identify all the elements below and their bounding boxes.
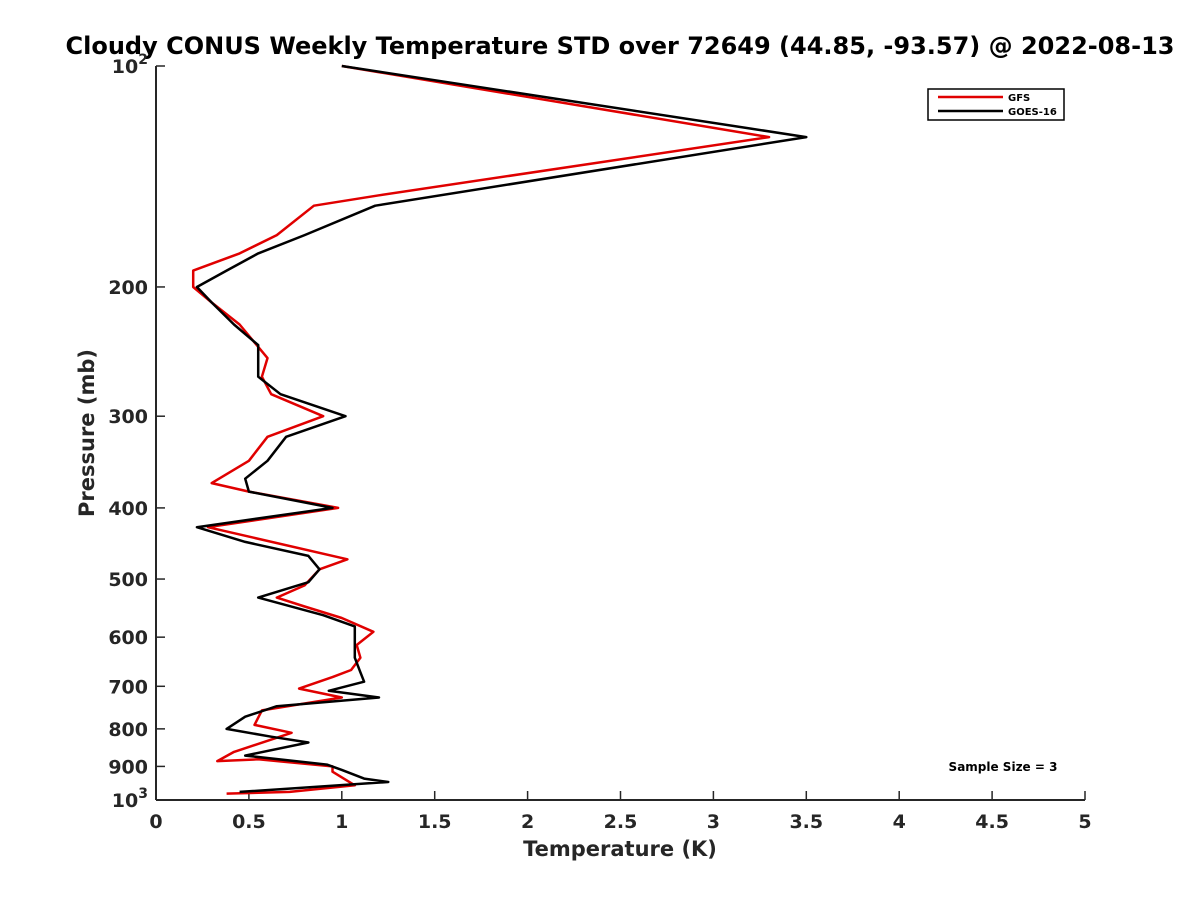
legend-label-gfs: GFS	[1008, 93, 1030, 104]
series-lines	[191, 64, 808, 795]
x-tick-label: 3	[707, 811, 720, 833]
x-axis-label: Temperature (K)	[523, 837, 717, 861]
x-tick-label: 5	[1078, 811, 1091, 833]
y-tick-label: 200	[108, 277, 148, 299]
sample-size-annotation: Sample Size = 3	[949, 760, 1058, 774]
legend-label-goes-16: GOES-16	[1008, 107, 1057, 118]
y-tick-label: 400	[108, 498, 148, 520]
chart-title: Cloudy CONUS Weekly Temperature STD over…	[66, 32, 1175, 60]
y-tick-label: 102	[112, 52, 148, 78]
y-tick-label: 600	[108, 627, 148, 649]
x-tick-label: 4.5	[975, 811, 1009, 833]
y-ticks: 102 200 300 400 500 600 700 800 900 103	[108, 52, 165, 812]
x-tick-label: 0.5	[232, 811, 266, 833]
y-tick-label: 700	[108, 676, 148, 698]
x-tick-label: 2.5	[604, 811, 638, 833]
y-tick-label: 500	[108, 569, 148, 591]
x-tick-label: 3.5	[789, 811, 823, 833]
plot-area: 0 0.5 1 1.5 2 2.5 3 3.5 4 4.5 5 102 200 300 400 500 600…	[108, 52, 1091, 833]
legend-box	[927, 88, 1065, 121]
x-tick-label: 0	[149, 811, 162, 833]
x-tick-label: 1.5	[418, 811, 452, 833]
x-tick-label: 1	[335, 811, 348, 833]
legend: GFS GOES-16	[927, 88, 1065, 121]
y-tick-label: 103	[112, 786, 148, 812]
y-tick-label: 800	[108, 719, 148, 741]
series-line-goes-16	[195, 64, 808, 794]
y-tick-label: 900	[108, 756, 148, 778]
x-tick-label: 2	[521, 811, 534, 833]
y-axis-label: Pressure (mb)	[75, 349, 99, 517]
x-ticks: 0 0.5 1 1.5 2 2.5 3 3.5 4 4.5 5	[149, 791, 1092, 833]
x-tick-label: 4	[893, 811, 906, 833]
y-tick-label: 300	[108, 406, 148, 428]
series-line-gfs	[191, 64, 771, 795]
